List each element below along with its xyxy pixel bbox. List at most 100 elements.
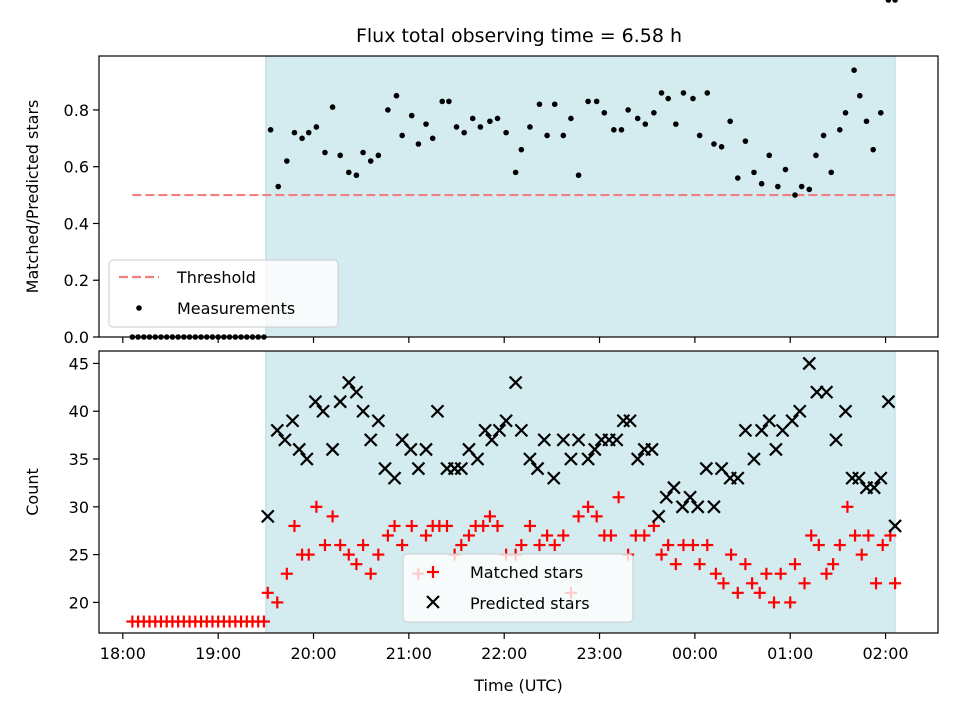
count-y-axis-label: Count — [23, 468, 42, 516]
predicted-star-point — [356, 404, 370, 419]
predicted-star-point-b — [492, 423, 507, 438]
measurement-point — [680, 90, 687, 96]
predicted-star-point-b — [769, 442, 783, 457]
matched-star-point — [855, 548, 868, 561]
matched-star-point — [717, 577, 730, 590]
measurement-point — [792, 192, 798, 198]
count-plot-frame — [98, 350, 939, 634]
predicted-star-point-b — [260, 509, 275, 524]
predicted-star-point — [478, 423, 492, 438]
measurement-point — [299, 135, 305, 142]
predicted-star-point-b — [852, 471, 866, 485]
measurement-point — [399, 132, 405, 139]
matched-star-point — [280, 567, 293, 580]
predicted-star-point-b — [645, 442, 659, 457]
measurement-point — [322, 149, 328, 156]
measurement-point — [634, 115, 641, 122]
matched-star-point — [805, 529, 818, 542]
predicted-star-point-b — [499, 414, 513, 428]
measurement-point — [651, 109, 657, 116]
matched-star-point — [483, 510, 496, 523]
matched-star-point — [388, 519, 401, 532]
measurement-point — [385, 107, 391, 113]
x-tick-label: 23:00 — [576, 644, 622, 663]
predicted-star-point — [530, 461, 545, 476]
matched-star-point — [381, 529, 394, 542]
predicted-star-point-b — [881, 394, 896, 409]
predicted-star-point — [754, 423, 769, 438]
predicted-star-point-b — [403, 442, 418, 457]
predicted-star-point — [308, 394, 323, 409]
matched-star-point — [889, 577, 902, 590]
predicted-star-point-b — [514, 423, 529, 438]
measurement-point — [673, 121, 679, 127]
matched-star-point — [760, 567, 773, 580]
measurement-point — [842, 109, 849, 116]
predicted-star-point — [514, 423, 529, 438]
legend-predicted-swatch — [426, 595, 440, 609]
measurement-point — [798, 183, 805, 190]
predicted-star-point-b — [675, 500, 690, 514]
matched-star-point — [731, 586, 744, 599]
measurement-point — [658, 90, 665, 96]
predicted-star-point — [333, 394, 347, 409]
predicted-star-point-b — [430, 404, 445, 419]
predicted-star-point-b — [462, 442, 476, 457]
measurement-point — [477, 124, 484, 130]
predicted-star-point-b — [342, 375, 356, 390]
matched-star-point — [686, 539, 699, 552]
matched-star-point — [364, 567, 377, 580]
predicted-star-point — [819, 385, 834, 399]
x-tick-label: 20:00 — [290, 644, 336, 663]
predicted-star-point — [690, 500, 705, 514]
predicted-star-point — [349, 385, 364, 399]
predicted-star-point — [316, 404, 330, 419]
matched-star-point — [709, 567, 722, 580]
predicted-star-point-b — [285, 414, 300, 428]
predicted-star-point — [675, 500, 690, 514]
predicted-star-point — [852, 471, 866, 485]
predicted-star-point-b — [571, 433, 586, 447]
y-tick-label: 20 — [69, 593, 89, 612]
predicted-star-point-b — [349, 385, 364, 399]
measurement-point — [892, 0, 898, 3]
measurement-point — [806, 186, 813, 193]
predicted-star-point — [683, 490, 697, 505]
matched-star-point — [870, 577, 883, 590]
measurement-point — [568, 115, 574, 122]
matched-star-point — [455, 539, 468, 552]
measurement-point — [742, 138, 749, 144]
predicted-star-point — [470, 452, 485, 466]
matched-star-point — [515, 539, 528, 552]
predicted-star-point-b — [395, 433, 409, 447]
measurement-point — [851, 67, 857, 73]
predicted-star-point-b — [630, 452, 645, 466]
predicted-star-point — [325, 442, 340, 457]
measurement-point — [575, 172, 582, 179]
predicted-star-point-b — [508, 375, 523, 390]
legend-predicted-marker-b — [426, 595, 440, 609]
matched-star-point — [396, 539, 409, 552]
measurement-point — [544, 132, 550, 139]
predicted-star-point — [419, 442, 433, 457]
matched-star-point — [590, 510, 603, 523]
measurement-point — [367, 158, 374, 164]
predicted-star-point-b — [699, 461, 714, 476]
matched-star-point — [862, 529, 875, 542]
predicted-star-point-b — [292, 442, 306, 457]
matched-star-point — [533, 539, 546, 552]
matched-star-point — [768, 596, 781, 609]
y-tick-label: 0.4 — [64, 214, 89, 233]
predicted-star-point-b — [667, 480, 681, 495]
predicted-star-point-b — [523, 452, 537, 466]
x-tick-label: 21:00 — [386, 644, 432, 663]
predicted-star-point-b — [609, 433, 624, 447]
predicted-star-point — [609, 433, 624, 447]
y-tick-label: 0.6 — [64, 158, 89, 177]
predicted-star-point — [829, 433, 843, 447]
predicted-star-point — [411, 461, 426, 476]
predicted-star-point — [651, 509, 666, 524]
measurement-point — [775, 183, 781, 190]
matched-star-point — [405, 519, 418, 532]
